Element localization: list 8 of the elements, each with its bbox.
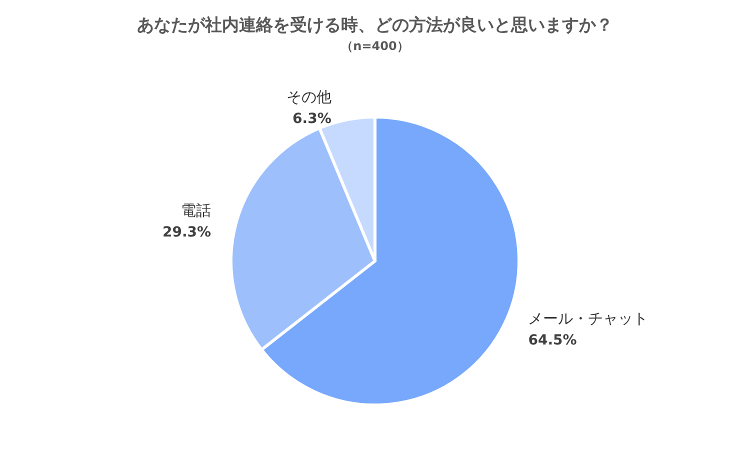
data-label: 64.5% bbox=[528, 332, 577, 348]
slice-label: メール・チャット bbox=[528, 309, 648, 328]
chart-subtitle: （n=400） bbox=[341, 39, 409, 53]
data-label: 6.3% bbox=[292, 111, 332, 128]
slice-label: 電話 bbox=[181, 202, 212, 220]
slice-label: その他 bbox=[286, 88, 332, 106]
chart-title: あなたが社内連絡を受ける時、どの方法が良いと思いますか？ bbox=[137, 16, 613, 36]
data-label: 29.3% bbox=[162, 224, 212, 241]
